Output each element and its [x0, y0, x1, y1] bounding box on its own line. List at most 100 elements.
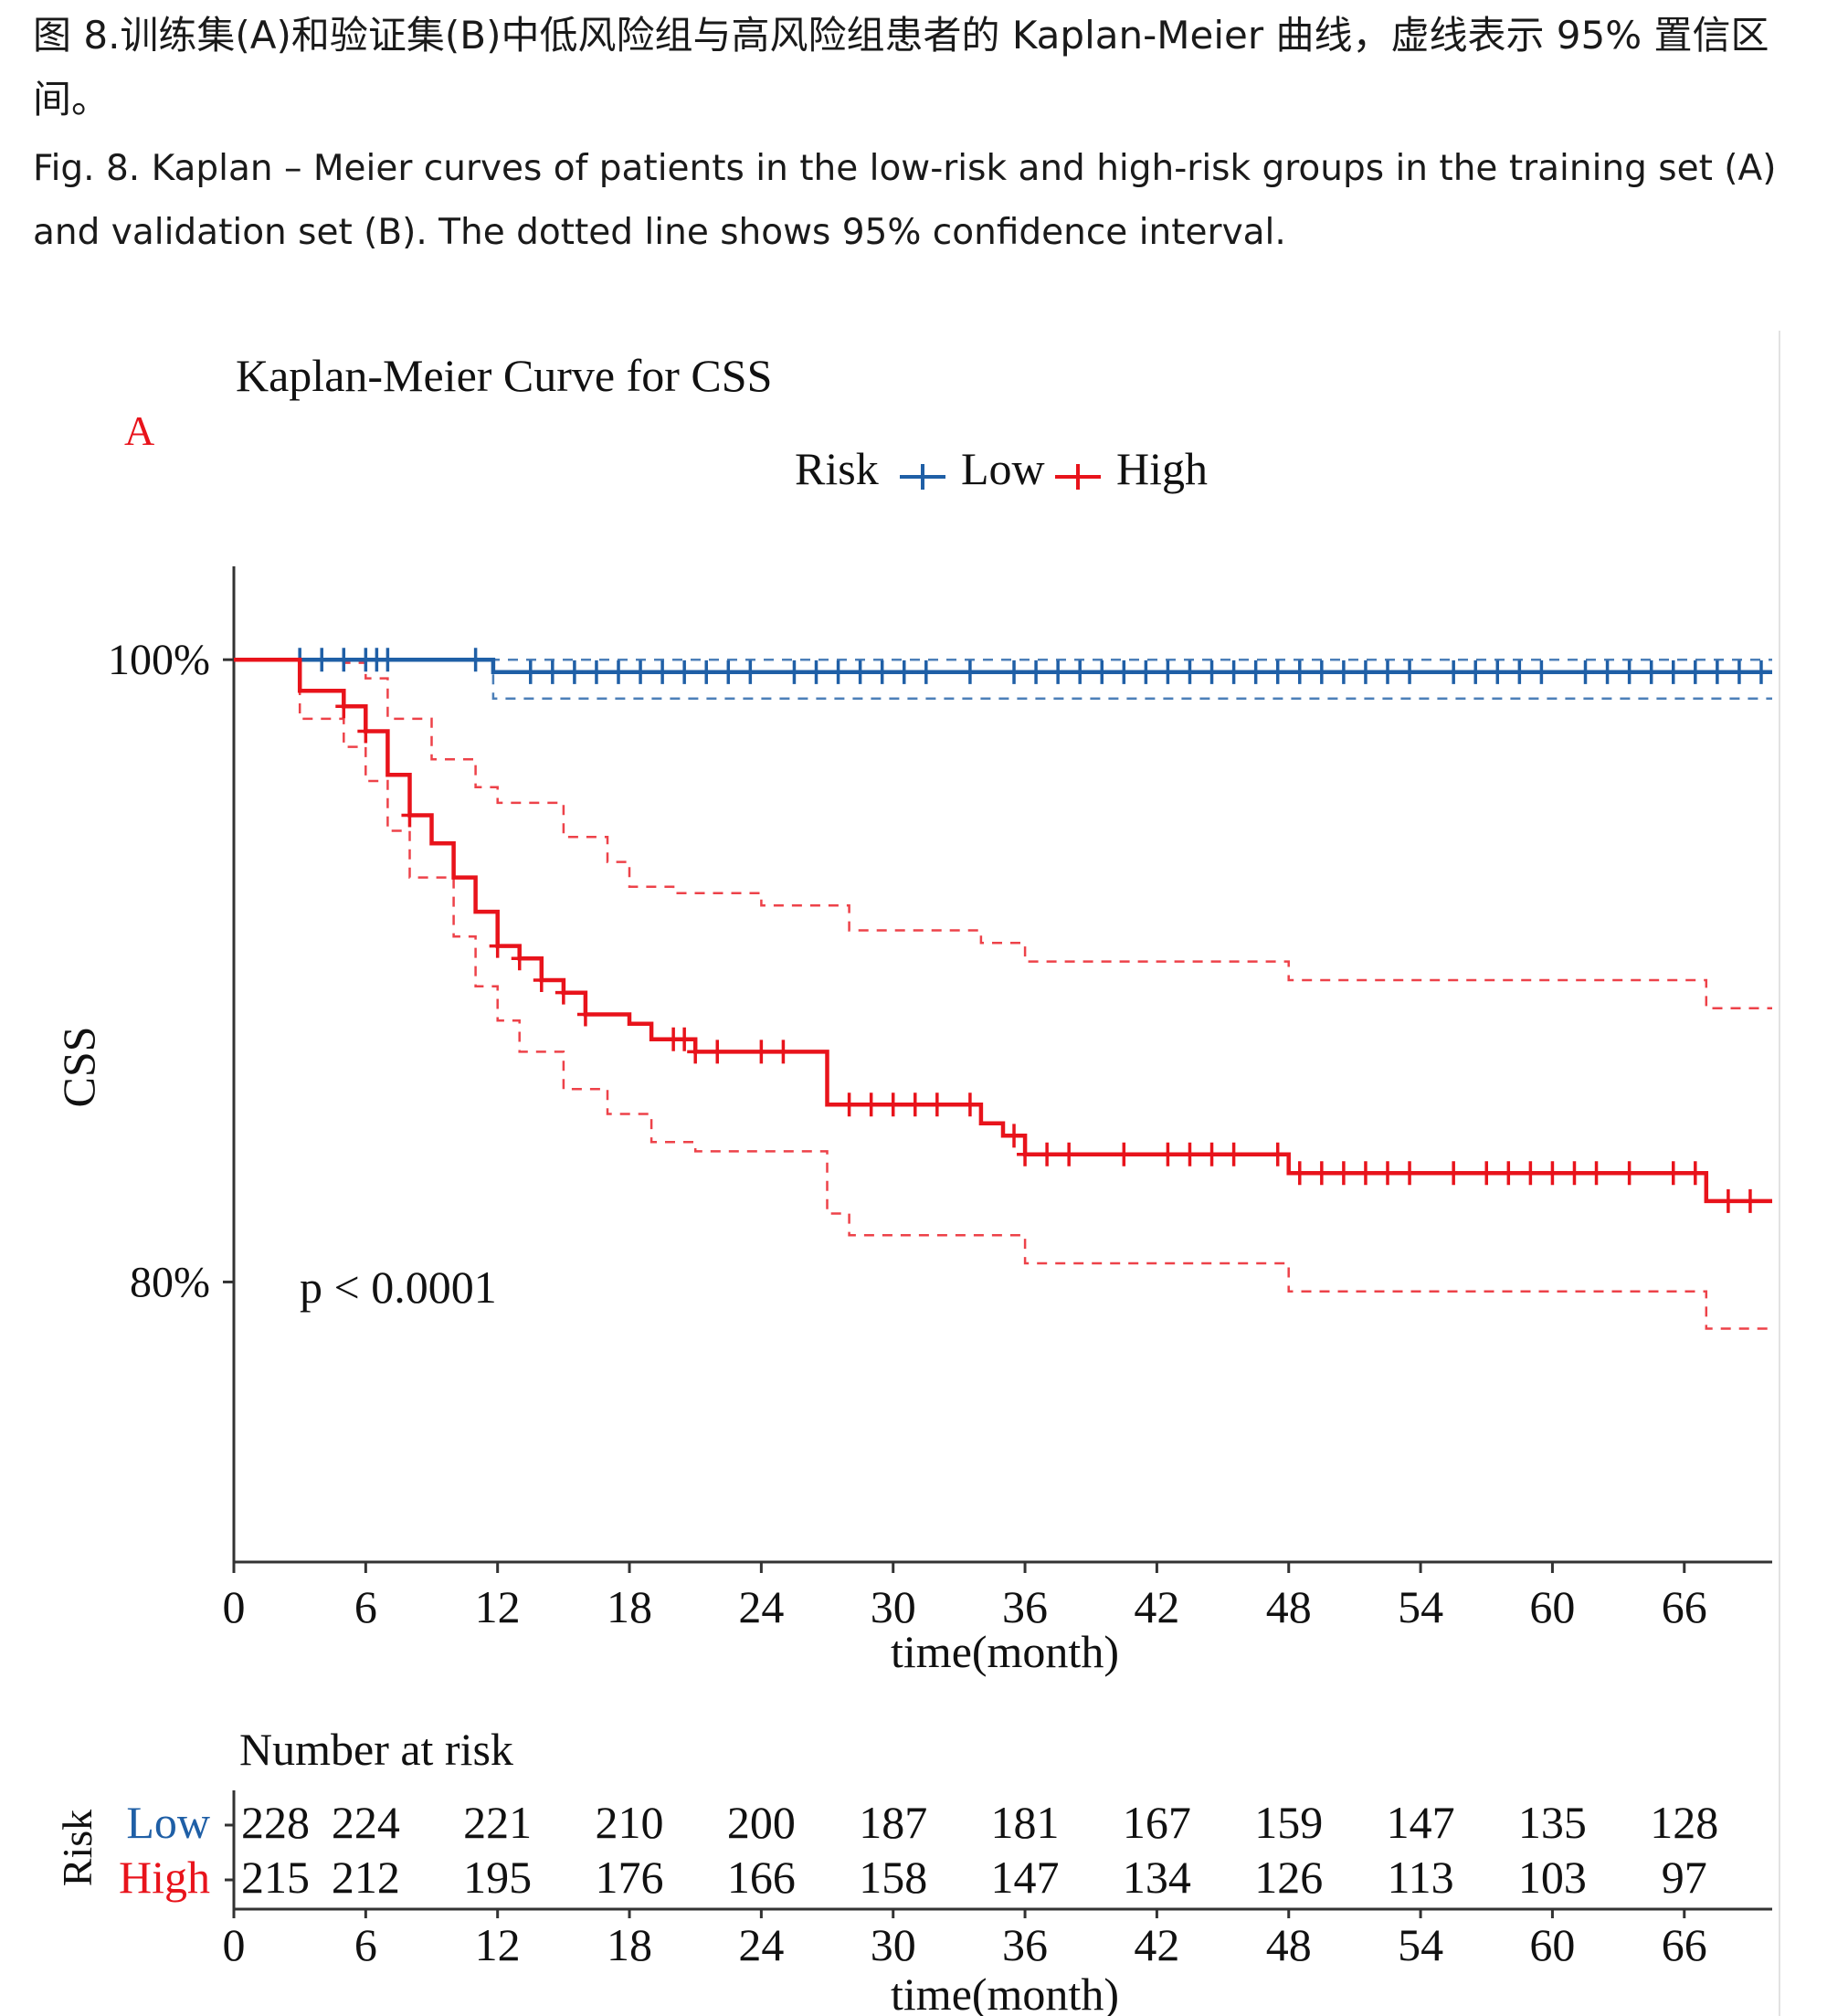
legend: Risk Low High [795, 443, 1208, 494]
low-censor-mark [1225, 660, 1242, 684]
risk-x-tick-label: 60 [1529, 1919, 1575, 1970]
high-series [234, 657, 1772, 1213]
low-censor-mark [1115, 660, 1133, 684]
x-tick-label: 36 [1002, 1581, 1048, 1632]
high-censor-mark [1500, 1161, 1517, 1186]
risk-x-tick-label: 30 [871, 1919, 916, 1970]
low-censor-mark [1137, 660, 1155, 684]
survival-curves [234, 648, 1772, 1213]
risk-x-tick-label: 42 [1134, 1919, 1179, 1970]
low-censor-mark [1006, 660, 1023, 684]
x-tick-label: 6 [354, 1581, 377, 1632]
risk-count-low: 187 [859, 1797, 927, 1848]
low-censor-mark [1467, 660, 1484, 684]
low-censor-mark [895, 660, 913, 684]
high-censor-mark [1401, 1161, 1419, 1186]
high-censor-mark [1379, 1161, 1396, 1186]
high-censor-mark [709, 1040, 726, 1064]
x-axis-label: time(month) [891, 1626, 1119, 1677]
risk-count-high: 158 [859, 1852, 927, 1903]
high-censor-mark [1017, 1142, 1034, 1166]
high-censor-mark [533, 968, 550, 993]
high-censor-mark [1061, 1142, 1078, 1166]
high-censor-mark [1664, 1161, 1682, 1186]
high-censor-mark [335, 694, 353, 719]
confidence-intervals [234, 658, 1772, 1330]
high-censor-mark [1313, 1161, 1330, 1186]
low-censor-mark [1247, 660, 1264, 684]
low-censor-mark [1664, 660, 1682, 684]
low-censor-mark [1357, 660, 1374, 684]
x-tick-label: 66 [1662, 1581, 1707, 1632]
risk-x-tick-label: 12 [475, 1919, 521, 1970]
legend-title: Risk [795, 443, 879, 494]
low-censor-mark [632, 660, 649, 684]
high-censor-mark [906, 1092, 924, 1117]
high-censor-mark [1159, 1142, 1177, 1166]
panel-label: A [124, 407, 154, 454]
y-tick-label: 80% [130, 1258, 210, 1306]
low-censor-mark [829, 660, 847, 684]
risk-count-high: 126 [1254, 1852, 1323, 1903]
low-censor-mark [1379, 660, 1396, 684]
high-censor-mark [753, 1040, 770, 1064]
risk-count-low: 181 [991, 1797, 1060, 1848]
high-ci-upper [234, 658, 1772, 1009]
risk-count-high: 113 [1388, 1852, 1454, 1903]
high-censor-mark [511, 946, 528, 971]
high-censor-mark [1357, 1161, 1374, 1186]
low-censor-mark [1269, 660, 1286, 684]
risk-count-high: 147 [991, 1852, 1060, 1903]
high-censor-mark [1621, 1161, 1638, 1186]
risk-x-tick-label: 24 [738, 1919, 784, 1970]
low-censor-mark [873, 660, 891, 684]
low-censor-mark [467, 648, 484, 672]
high-censor-mark [884, 1092, 902, 1117]
p-value-annotation: p < 0.0001 [300, 1261, 497, 1313]
risk-table-y-label: Risk [54, 1810, 100, 1886]
low-censor-mark [742, 660, 759, 684]
high-survival-curve [234, 657, 1772, 1204]
risk-x-tick-label: 54 [1398, 1919, 1443, 1970]
risk-count-low: 135 [1518, 1797, 1587, 1848]
low-censor-mark [1401, 660, 1419, 684]
risk-count-low: 200 [727, 1797, 796, 1848]
figure-caption-english: Fig. 8. Kaplan – Meier curves of patient… [33, 148, 1777, 253]
risk-count-high: 97 [1662, 1852, 1707, 1903]
high-censor-mark [1544, 1161, 1561, 1186]
risk-x-tick-label: 6 [354, 1919, 377, 1970]
low-censor-mark [1489, 660, 1506, 684]
legend-low-label: Low [961, 443, 1045, 494]
risk-x-tick-label: 66 [1662, 1919, 1707, 1970]
x-tick-label: 42 [1134, 1581, 1179, 1632]
low-censor-mark [1050, 660, 1067, 684]
risk-count-high: 195 [463, 1852, 532, 1903]
high-censor-mark [1225, 1142, 1242, 1166]
high-censor-mark [676, 1027, 693, 1051]
legend-high-key [1055, 464, 1101, 490]
risk-table-x-label: time(month) [891, 1969, 1119, 2016]
high-censor-mark [862, 1092, 880, 1117]
plot-axes: 100% 80% 0 6 12 18 24 30 36 42 48 54 60 66 [108, 566, 1772, 1632]
risk-count-low: 147 [1387, 1797, 1455, 1848]
low-censor-mark [1642, 660, 1660, 684]
risk-x-tick-label: 36 [1002, 1919, 1048, 1970]
risk-table-title: Number at risk [239, 1724, 513, 1775]
high-censor-mark [775, 1040, 792, 1064]
risk-x-tick-label: 18 [607, 1919, 652, 1970]
risk-count-low: 210 [596, 1797, 664, 1848]
low-censor-mark [1335, 660, 1352, 684]
low-censor-mark [917, 660, 935, 684]
low-censor-mark [1686, 660, 1704, 684]
x-tick-label: 0 [223, 1581, 246, 1632]
x-tick-label: 54 [1398, 1581, 1443, 1632]
risk-row-label-low: Low [126, 1797, 210, 1848]
risk-count-low: 221 [463, 1797, 532, 1848]
x-tick-label: 18 [607, 1581, 652, 1632]
chart-title: Kaplan-Meier Curve for CSS [236, 350, 772, 401]
x-tick-label: 48 [1266, 1581, 1312, 1632]
low-censor-mark [720, 660, 737, 684]
legend-low-key [900, 464, 945, 490]
low-censor-mark [1313, 660, 1330, 684]
low-censor-mark [565, 660, 583, 684]
